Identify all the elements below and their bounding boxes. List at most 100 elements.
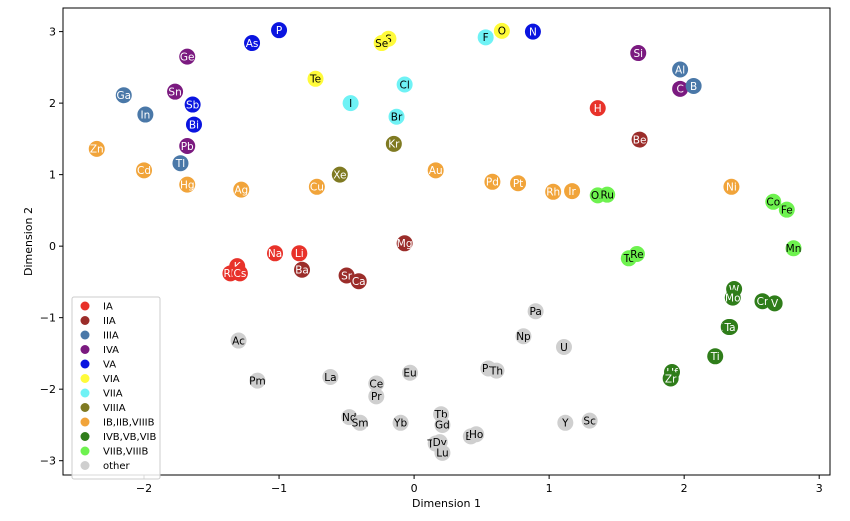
data-point [785,240,802,257]
data-point [722,318,739,335]
point-label: Ga [116,90,131,102]
data-point [388,108,405,125]
data-point [350,273,367,290]
data-point [308,178,325,195]
point-label: Re [630,249,643,261]
legend-marker [80,403,90,412]
point-label: Ta [724,322,736,334]
y-tick-label: 1 [49,169,56,182]
data-point [557,414,574,431]
point-label: Sm [352,418,369,430]
legend-entry: IIIA [103,331,119,342]
point-label: P [276,25,282,37]
point-label: Rh [546,187,560,199]
data-point [402,364,419,381]
data-point [630,45,647,62]
data-point [599,186,616,203]
legend-marker [80,330,90,340]
data-point [368,375,385,392]
data-point [179,176,196,193]
data-point [545,183,562,200]
point-label: Bi [189,119,199,131]
point-label: Pb [181,141,194,153]
x-tick-label: −1 [271,482,287,495]
data-point [136,162,153,179]
data-point [484,173,501,190]
point-label: Te [309,74,321,86]
point-label: Sc [583,415,596,427]
point-label: Pm [249,375,266,387]
point-label: Lu [436,448,448,460]
data-point [233,181,250,198]
data-point [765,193,782,210]
legend-marker [80,316,90,325]
point-label: F [483,32,489,44]
legend-entry: IIA [103,316,116,327]
point-label: Ge [180,51,195,63]
data-point [115,87,132,104]
point-label: Si [633,48,643,60]
data-point [342,95,359,112]
point-label: La [324,372,336,384]
point-label: As [246,38,259,50]
point-label: Sr [341,270,353,282]
data-point [137,106,154,123]
point-label: V [771,298,779,310]
point-label: Y [561,418,569,430]
data-point [373,35,390,52]
data-point [477,29,494,46]
y-axis-label: Dimension 2 [22,207,35,276]
point-label: Au [429,165,443,177]
point-label: Co [766,197,780,209]
point-label: H [594,103,602,115]
point-label: Cr [757,296,769,308]
y-tick-label: −1 [40,312,56,325]
x-tick-label: 1 [546,482,553,495]
data-point [396,76,413,93]
data-point [555,338,572,355]
point-label: Cd [137,165,151,177]
legend-marker [80,301,90,311]
point-label: Pt [513,178,523,190]
data-point [385,135,402,152]
point-label: Al [675,64,685,76]
point-label: Ba [295,265,309,277]
points-layer: PAsSbBiNGeSnPbSiCGaInTlAlBSSeOTeFClIBrKr… [88,22,802,461]
legend-entry: IB,IIB,VIIIB [103,418,155,429]
data-point [488,362,505,379]
data-point [685,77,702,94]
data-point [271,22,288,39]
legend-marker [80,432,90,441]
data-point [766,295,783,312]
legend-marker [80,374,90,383]
point-label: Mo [725,292,740,304]
data-point [88,140,105,157]
legend-marker [80,388,90,398]
data-point [672,61,689,78]
data-point [589,100,606,117]
data-point [307,70,324,87]
data-point [244,35,261,52]
y-tick-label: 2 [49,97,56,110]
data-point [434,444,451,461]
point-label: Cl [400,79,410,91]
data-point [392,414,409,431]
data-point [230,332,247,349]
legend-marker [80,417,90,427]
point-label: Pd [486,177,499,189]
data-point [368,388,385,405]
axes-layer: −2 −1 0 1 2 3 −3 −2 −1 0 1 2 3 [40,7,831,495]
point-label: Pa [529,306,541,318]
point-label: Ca [352,276,366,288]
data-point [331,166,348,183]
data-point [167,83,184,100]
legend-marker [80,446,90,456]
legend-marker [80,345,90,354]
point-label: Yb [393,418,407,430]
legend-entry: IVB,VB,VIB [103,432,156,443]
point-label: Be [633,134,647,146]
x-tick-label: 2 [681,482,688,495]
point-label: Pr [371,391,382,403]
point-label: U [560,342,568,354]
